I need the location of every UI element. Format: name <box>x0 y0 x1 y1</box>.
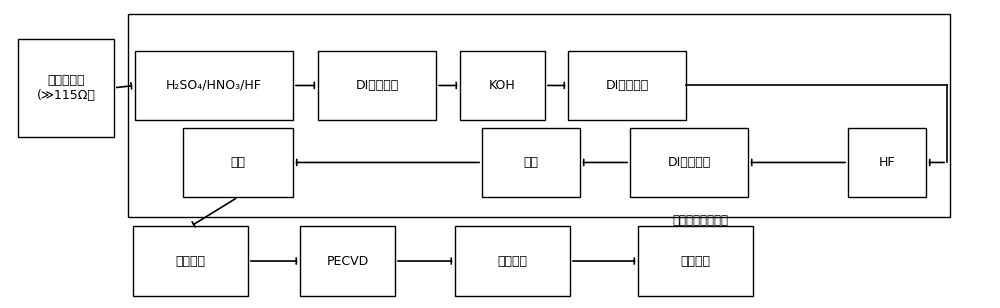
FancyBboxPatch shape <box>133 226 248 296</box>
Text: 湿法刻蚀: 湿法刻蚀 <box>176 254 206 268</box>
Text: DI纯水清洗: DI纯水清洗 <box>605 79 649 92</box>
FancyBboxPatch shape <box>482 128 580 197</box>
FancyBboxPatch shape <box>638 226 753 296</box>
Text: 扩散: 扩散 <box>230 156 246 169</box>
FancyBboxPatch shape <box>318 51 436 120</box>
FancyBboxPatch shape <box>183 128 293 197</box>
Text: DI纯水清洗: DI纯水清洗 <box>667 156 711 169</box>
FancyBboxPatch shape <box>455 226 570 296</box>
Text: 印刷烧结: 印刷烧结 <box>498 254 528 268</box>
Text: 烘干: 烘干 <box>524 156 538 169</box>
Text: DI纯水清洗: DI纯水清洗 <box>355 79 399 92</box>
FancyBboxPatch shape <box>460 51 545 120</box>
Text: 湿法刻蚀工艺流程: 湿法刻蚀工艺流程 <box>672 214 728 227</box>
FancyBboxPatch shape <box>848 128 926 197</box>
Text: 测试包装: 测试包装 <box>680 254 710 268</box>
FancyBboxPatch shape <box>18 38 114 137</box>
Text: KOH: KOH <box>489 79 516 92</box>
FancyBboxPatch shape <box>135 51 293 120</box>
FancyBboxPatch shape <box>568 51 686 120</box>
Text: H₂SO₄/HNO₃/HF: H₂SO₄/HNO₃/HF <box>166 79 262 92</box>
Text: PECVD: PECVD <box>326 254 369 268</box>
FancyBboxPatch shape <box>630 128 748 197</box>
FancyBboxPatch shape <box>300 226 395 296</box>
FancyBboxPatch shape <box>128 14 950 217</box>
Text: 高方阻表面
(≫115Ω）: 高方阻表面 (≫115Ω） <box>37 74 95 102</box>
Text: HF: HF <box>879 156 895 169</box>
